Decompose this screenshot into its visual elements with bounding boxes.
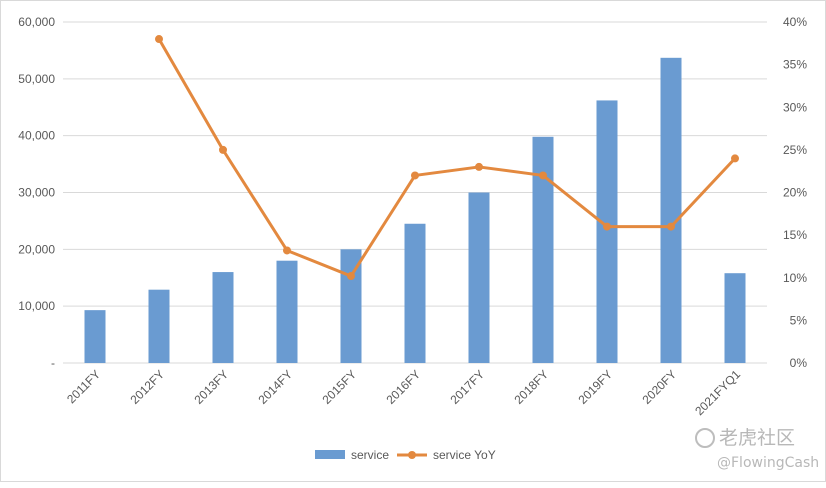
x-tick-label: 2013FY [192, 367, 232, 407]
legend-label-yoy: service YoY [433, 448, 496, 462]
x-tick-label: 2012FY [128, 367, 168, 407]
bar-service [148, 289, 170, 363]
point-service-yoy [475, 162, 483, 171]
x-tick-label: 2011FY [64, 367, 103, 406]
point-service-yoy [219, 145, 227, 154]
point-service-yoy [603, 222, 611, 231]
legend-label-service: service [351, 448, 389, 462]
point-service-yoy [667, 222, 675, 231]
point-service-yoy [411, 171, 419, 180]
y-right-tick-label: 5% [790, 313, 808, 327]
x-tick-label: 2017FY [448, 367, 488, 407]
y-axis-left: - 10,000 20,000 30,000 40,000 50,000 60,000 [18, 15, 55, 370]
y-left-tick-label: 40,000 [18, 129, 55, 143]
bar-service [84, 310, 106, 363]
watermark-handle: @FlowingCash [717, 455, 820, 471]
y-axis-right: 0% 5% 10% 15% 20% 25% 30% 35% 40% [783, 15, 807, 370]
y-left-tick-label: - [51, 356, 55, 370]
x-tick-label: 2018FY [512, 367, 552, 407]
bar-service [404, 223, 426, 363]
bar-service [212, 272, 234, 363]
legend-swatch-service [315, 450, 345, 459]
legend: service service YoY [315, 448, 496, 462]
y-left-tick-label: 60,000 [18, 15, 55, 29]
y-right-tick-label: 25% [783, 143, 807, 157]
x-tick-label: 2015FY [320, 367, 360, 407]
y-right-tick-label: 0% [790, 356, 808, 370]
bar-service [532, 136, 554, 363]
point-service-yoy [155, 35, 163, 44]
y-left-tick-label: 10,000 [18, 299, 55, 313]
x-tick-label: 2021FYQ1 [692, 367, 743, 418]
x-tick-label: 2020FY [640, 367, 680, 407]
bar-service [724, 273, 746, 363]
y-right-tick-label: 35% [783, 58, 807, 72]
watermark-brand: 老虎社区 [695, 423, 795, 450]
tiger-logo-icon [695, 428, 715, 448]
y-left-tick-label: 20,000 [18, 242, 55, 256]
x-tick-label: 2014FY [256, 367, 296, 407]
line-series [155, 35, 739, 281]
legend-swatch-yoy-marker [408, 451, 416, 459]
y-right-tick-label: 20% [783, 186, 807, 200]
bar-service [660, 57, 682, 364]
point-service-yoy [347, 272, 355, 281]
x-axis: 2011FY 2012FY 2013FY 2014FY 2015FY 2016FY 2017… [64, 367, 743, 418]
y-left-tick-label: 50,000 [18, 72, 55, 86]
point-service-yoy [731, 154, 739, 163]
y-right-tick-label: 15% [783, 228, 807, 242]
point-service-yoy [539, 171, 547, 180]
bar-service [596, 100, 618, 364]
x-tick-label: 2019FY [576, 367, 616, 407]
bar-series [84, 57, 746, 364]
watermark-brand-text: 老虎社区 [719, 427, 796, 449]
bar-service [468, 192, 490, 363]
x-tick-label: 2016FY [384, 367, 424, 407]
y-right-tick-label: 30% [783, 100, 807, 114]
y-left-tick-label: 30,000 [18, 186, 55, 200]
y-right-tick-label: 40% [783, 15, 807, 29]
bar-service [340, 249, 362, 363]
bar-service [276, 260, 298, 363]
line-service-yoy [157, 38, 737, 278]
y-right-tick-label: 10% [783, 271, 807, 285]
point-service-yoy [283, 246, 291, 255]
